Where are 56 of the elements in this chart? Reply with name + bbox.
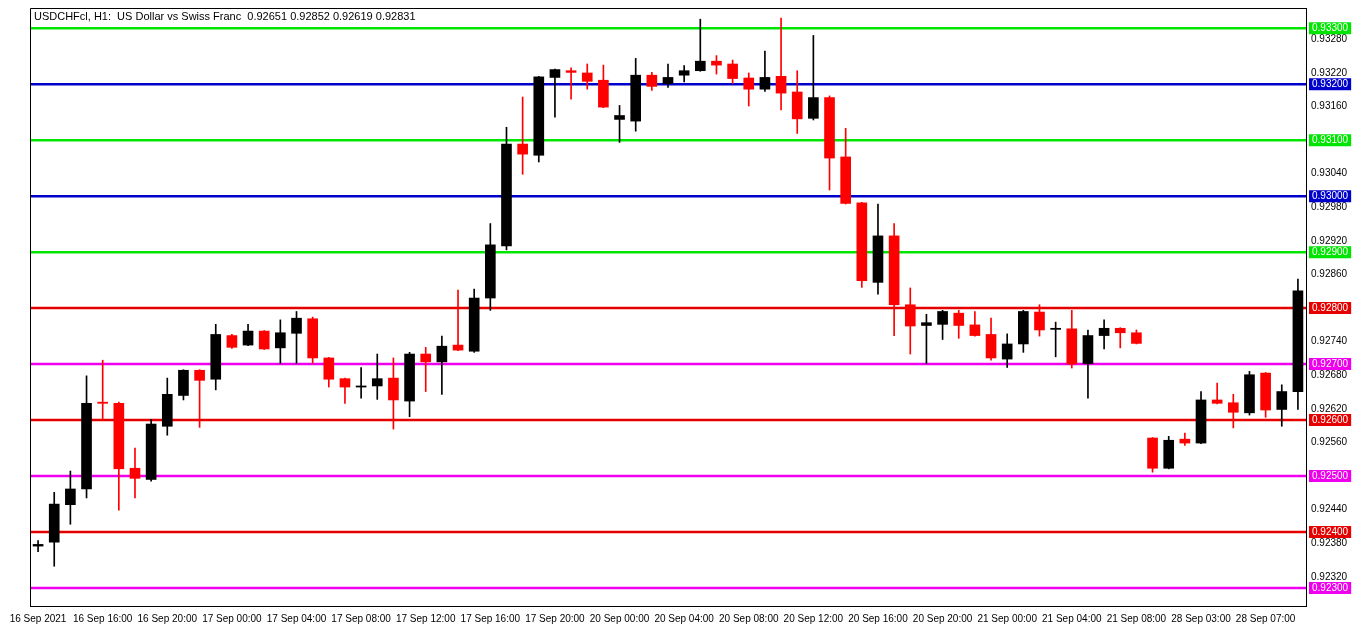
x-tick-label: 21 Sep 08:00 (1106, 612, 1167, 624)
x-tick-label: 16 Sep 16:00 (72, 612, 133, 624)
y-tick-label: 0.92980 (1311, 201, 1348, 213)
candlestick (420, 346, 432, 392)
candlestick (565, 67, 577, 100)
ref-line-label: 0.93000 (1312, 189, 1349, 201)
y-tick-label: 0.92620 (1311, 402, 1348, 414)
y-tick-label: 0.93220 (1311, 66, 1348, 78)
y-tick-label: 0.93160 (1311, 100, 1348, 112)
x-tick-label: 17 Sep 08:00 (331, 612, 392, 624)
candlestick (775, 17, 787, 111)
ref-line-label: 0.92300 (1312, 581, 1349, 593)
candlestick (97, 359, 109, 421)
x-tick-label: 21 Sep 04:00 (1042, 612, 1102, 624)
ref-line-label: 0.93200 (1312, 77, 1349, 89)
x-tick-label: 17 Sep 00:00 (202, 612, 263, 624)
ref-line-label: 0.92700 (1312, 357, 1349, 369)
x-tick-label: 17 Sep 12:00 (395, 612, 456, 624)
x-tick-label: 28 Sep 03:00 (1171, 612, 1232, 624)
y-tick-label: 0.92860 (1311, 268, 1348, 280)
candlestick (371, 353, 383, 400)
y-tick-label: 0.92320 (1311, 570, 1348, 582)
y-tick-label: 0.92920 (1311, 234, 1348, 246)
x-tick-label: 17 Sep 04:00 (266, 612, 327, 624)
ref-line-label: 0.92800 (1312, 301, 1349, 313)
candlestick (1114, 327, 1126, 349)
x-tick-label: 17 Sep 16:00 (460, 612, 521, 624)
ref-line-label: 0.92500 (1312, 469, 1349, 481)
candlestick (694, 18, 706, 72)
x-tick-label: 20 Sep 20:00 (912, 612, 973, 624)
ref-line-label: 0.92600 (1312, 413, 1349, 425)
x-tick-label: 20 Sep 08:00 (719, 612, 779, 624)
x-tick-label: 20 Sep 04:00 (654, 612, 715, 624)
x-tick-label: 21 Sep 00:00 (977, 612, 1038, 624)
candlestick (129, 447, 141, 499)
chart-title: USDCHFcl, H1: US Dollar vs Swiss Franc 0.92651 0.92852 0.92619 0.92831 (34, 9, 416, 22)
x-tick-label: 20 Sep 16:00 (848, 612, 909, 624)
x-tick-label: 16 Sep 2021 (9, 612, 67, 624)
y-tick-label: 0.92560 (1311, 436, 1348, 448)
x-tick-label: 20 Sep 12:00 (783, 612, 844, 624)
y-tick-label: 0.92380 (1311, 537, 1348, 549)
x-tick-label: 20 Sep 00:00 (589, 612, 650, 624)
ref-line-label: 0.92900 (1312, 245, 1349, 257)
y-tick-label: 0.93280 (1311, 33, 1348, 45)
y-tick-label: 0.92680 (1311, 369, 1348, 381)
y-tick-label: 0.92740 (1311, 335, 1348, 347)
x-tick-label: 16 Sep 20:00 (137, 612, 198, 624)
x-tick-label: 28 Sep 07:00 (1235, 612, 1296, 624)
candlestick (549, 68, 561, 118)
y-tick-label: 0.93040 (1311, 167, 1348, 179)
ref-line-label: 0.93100 (1312, 133, 1349, 145)
candlestick (1211, 382, 1223, 405)
ref-line-label: 0.92400 (1312, 525, 1349, 537)
ref-line-label: 0.93300 (1312, 21, 1349, 33)
x-tick-label: 17 Sep 20:00 (525, 612, 586, 624)
y-tick-label: 0.92440 (1311, 503, 1348, 515)
